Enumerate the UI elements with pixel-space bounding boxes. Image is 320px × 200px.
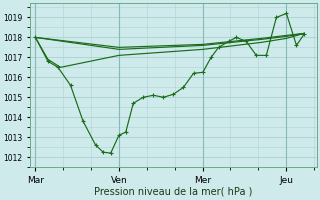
X-axis label: Pression niveau de la mer( hPa ): Pression niveau de la mer( hPa ) [94,187,252,197]
